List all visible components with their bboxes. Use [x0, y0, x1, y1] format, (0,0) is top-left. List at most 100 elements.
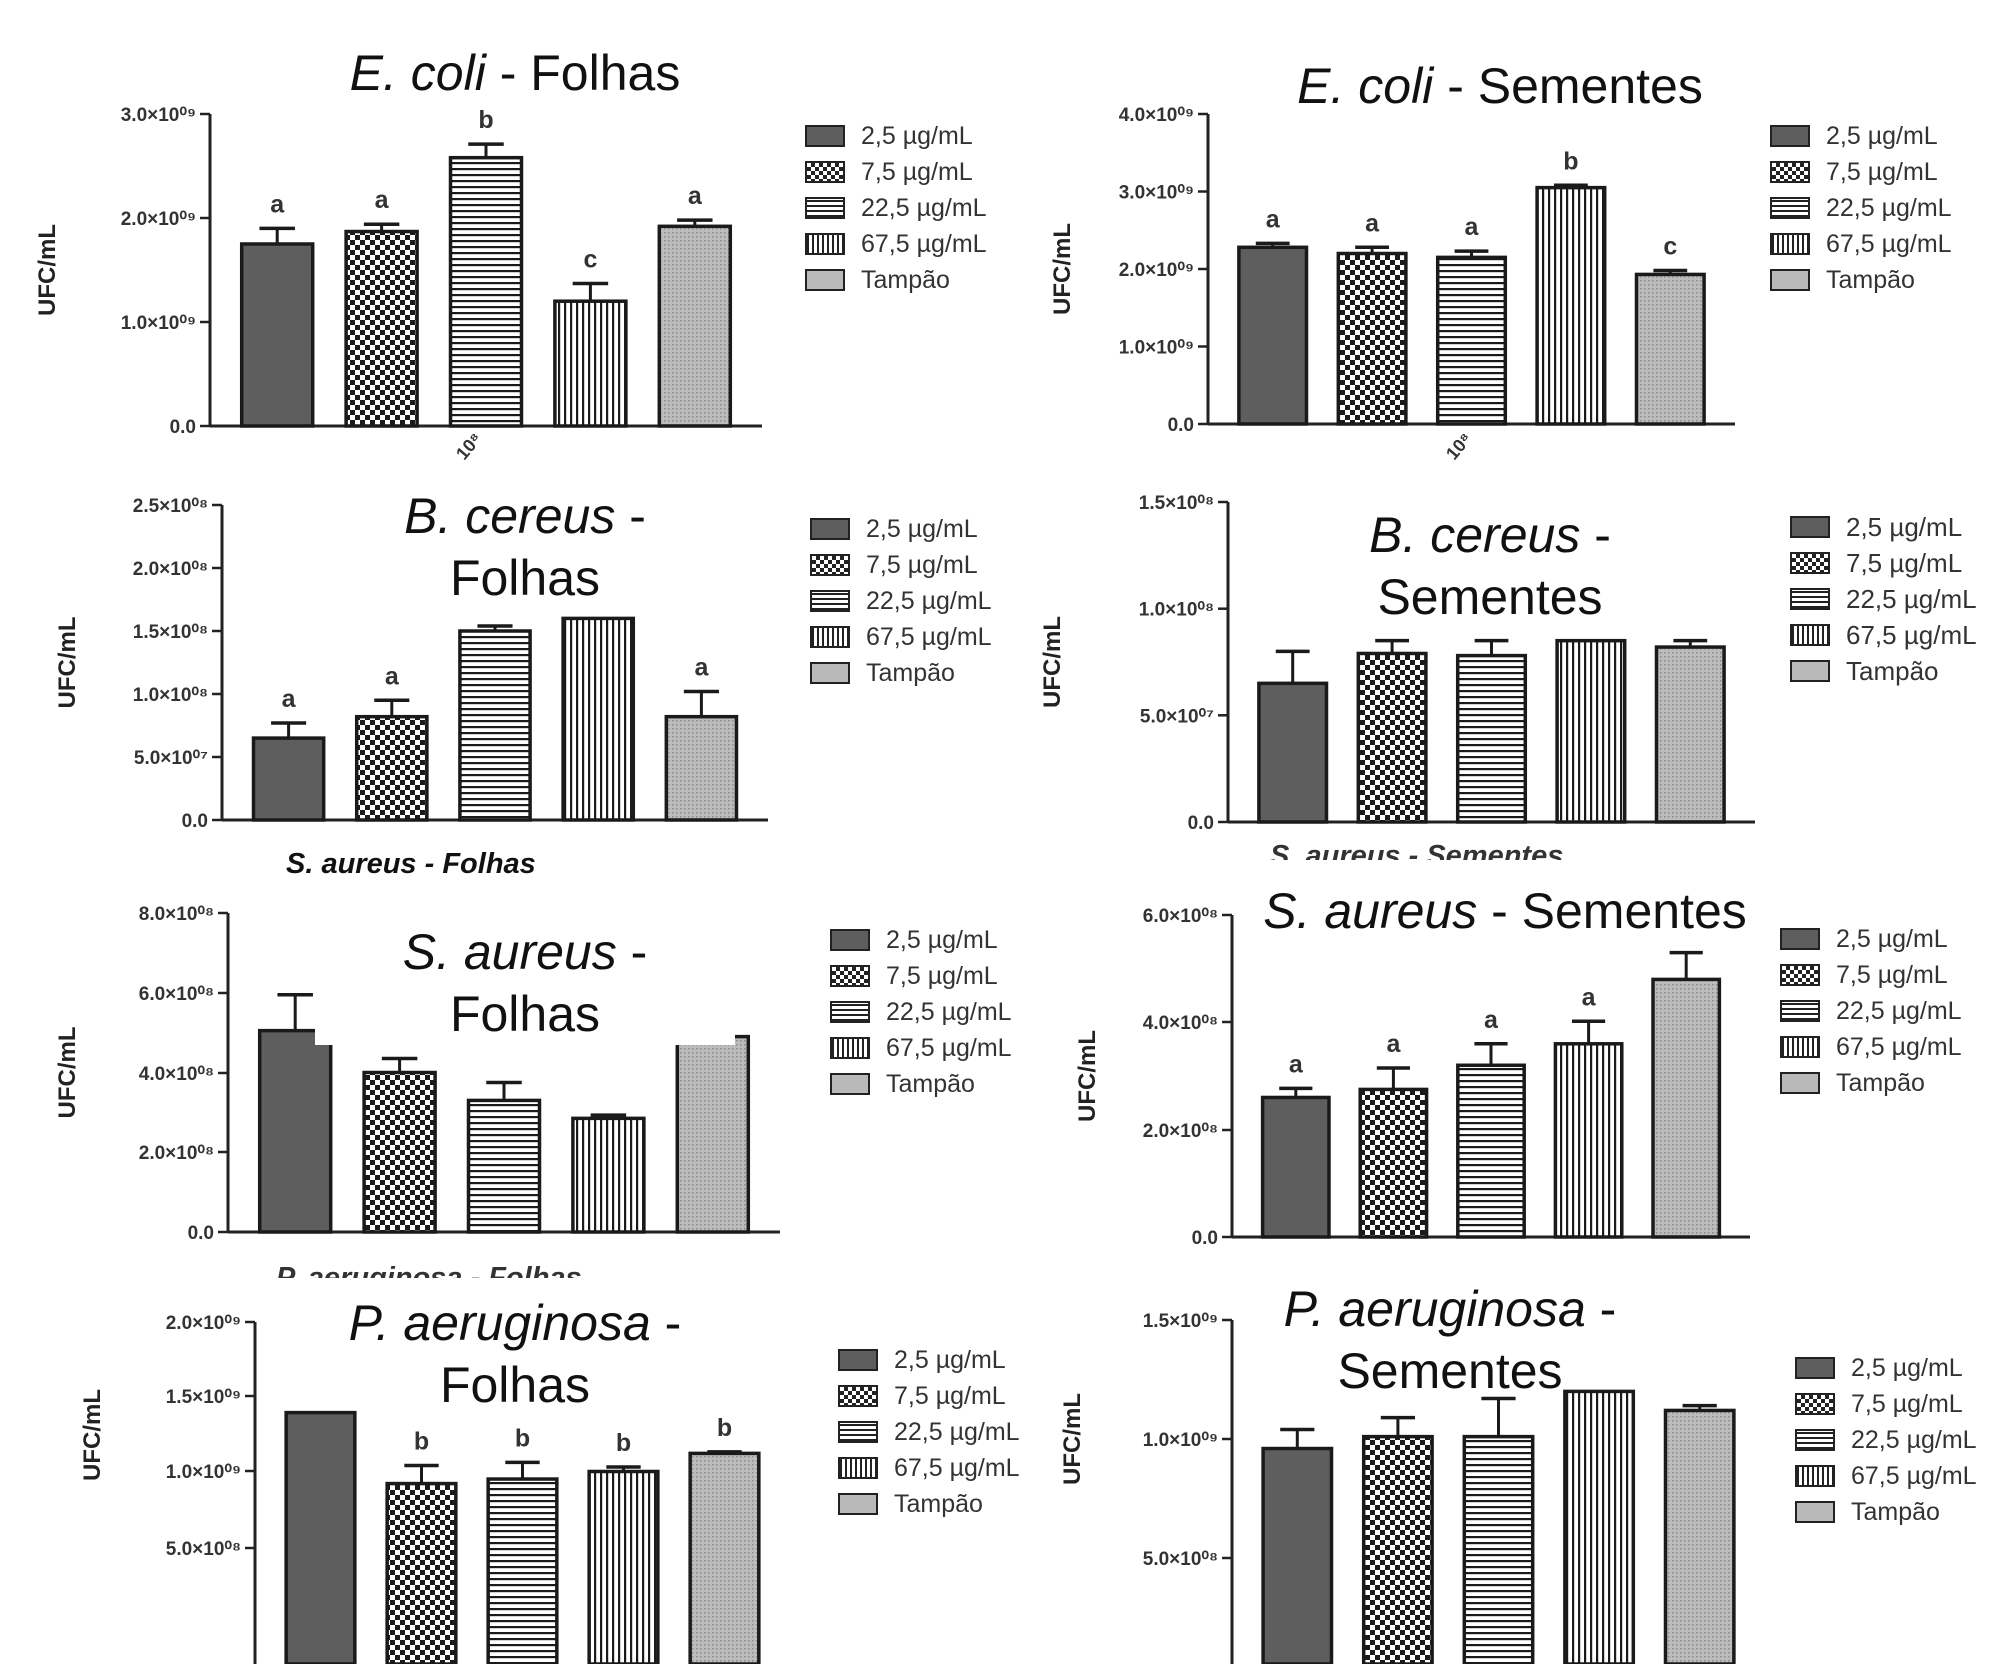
y-tick-label: 2.5×10⁰⁸ — [133, 496, 208, 517]
panel-subtitle: Folhas — [449, 550, 601, 606]
significance-letter: c — [583, 246, 597, 274]
legend-swatch — [1795, 1465, 1835, 1487]
bar-0 — [1237, 245, 1309, 426]
legend-swatch — [830, 1037, 870, 1059]
y-axis-label: UFC/mL — [34, 224, 61, 316]
panel-subtitle: Sementes — [1377, 569, 1603, 625]
species-name: E. coli — [1297, 58, 1434, 114]
legend-item: 7,5 µg/mL — [1795, 1386, 1977, 1422]
bar-0 — [251, 736, 326, 822]
bar-0 — [1257, 681, 1329, 824]
y-axis-label: UFC/mL — [1059, 1393, 1086, 1485]
y-tick-label: 5.0×10⁰⁸ — [1143, 1549, 1218, 1570]
significance-letter: b — [478, 106, 493, 134]
bar-1 — [385, 1481, 458, 1666]
species-name: B. cereus — [1369, 507, 1581, 563]
significance-letter: b — [414, 1427, 429, 1455]
legend-ecoli-sementes: 2,5 µg/mL 7,5 µg/mL 22,5 µg/mL 67,5 µg/m… — [1770, 118, 1952, 298]
legend-swatch — [830, 965, 870, 987]
species-name: S. aureus — [1263, 883, 1478, 939]
legend-item: 22,5 µg/mL — [838, 1414, 1020, 1450]
legend-label: 2,5 µg/mL — [866, 514, 978, 543]
legend-item: 2,5 µg/mL — [805, 118, 987, 154]
legend-label: 7,5 µg/mL — [1851, 1389, 1963, 1418]
legend-label: 2,5 µg/mL — [1836, 924, 1948, 953]
legend-swatch — [1780, 964, 1820, 986]
legend-label: Tampão — [1826, 265, 1915, 294]
y-tick-label: 6.0×10⁰⁸ — [139, 984, 214, 1005]
y-tick-label: 5.0×10⁰⁷ — [134, 748, 208, 769]
bar-0 — [1261, 1446, 1334, 1666]
bar-4 — [1634, 272, 1706, 426]
legend-item: 22,5 µg/mL — [1780, 993, 1962, 1029]
legend-item: 22,5 µg/mL — [1770, 190, 1952, 226]
legend-item: 67,5 µg/mL — [1770, 226, 1952, 262]
y-tick-label: 0.0 — [188, 1223, 214, 1244]
legend-label: 67,5 µg/mL — [866, 622, 992, 651]
bar-1 — [362, 1070, 437, 1234]
legend-swatch — [810, 518, 850, 540]
legend-label: 7,5 µg/mL — [1846, 547, 1963, 578]
chart-3: 0.0 5.0×10⁰⁷ 1.0×10⁰⁸ 1.5×10⁰⁸ UFC/mL — [1039, 493, 1755, 834]
legend-item: 2,5 µg/mL — [830, 922, 1012, 958]
panel-subtitle: Sementes — [1337, 1343, 1563, 1399]
legend-item: 2,5 µg/mL — [1795, 1350, 1977, 1386]
y-tick-label: 1.5×10⁰⁸ — [133, 622, 208, 643]
bar-3 — [561, 616, 636, 822]
y-axis-label: UFC/mL — [1074, 1030, 1101, 1122]
y-tick-label: 4.0×10⁰⁹ — [1119, 105, 1194, 126]
legend-swatch — [838, 1385, 878, 1407]
bar-2 — [448, 155, 524, 428]
legend-label: 2,5 µg/mL — [886, 925, 998, 954]
legend-label: 2,5 µg/mL — [861, 121, 973, 150]
chart-0: 0.0 1.0×10⁰⁹ 2.0×10⁰⁹ 3.0×10⁰⁹ UFC/mL a a b c a — [34, 105, 762, 438]
chart-4: 0.0 2.0×10⁰⁸ 4.0×10⁰⁸ 6.0×10⁰⁸ 8.0×10⁰⁸ UFC/m… — [54, 904, 780, 1244]
legend-swatch — [810, 554, 850, 576]
significance-letter: b — [717, 1414, 732, 1442]
species-name: P. aeruginosa — [348, 1295, 651, 1351]
legend-label: 2,5 µg/mL — [1826, 121, 1938, 150]
chart-6: 5.0×10⁰⁸ 1.0×10⁰⁹ 1.5×10⁰⁹ 2.0×10⁰⁹ UFC/mL b b… — [79, 1313, 761, 1666]
legend-swatch — [810, 662, 850, 684]
bar-4 — [1651, 977, 1722, 1239]
legend-item: Tampão — [1790, 653, 1977, 689]
legend-label: 22,5 µg/mL — [1826, 193, 1952, 222]
legend-label: 22,5 µg/mL — [866, 586, 992, 615]
significance-letter: b — [1563, 147, 1578, 175]
y-tick-label: 2.0×10⁰⁸ — [133, 559, 208, 580]
y-tick-label: 3.0×10⁰⁹ — [1119, 183, 1194, 204]
significance-letter: c — [1663, 233, 1677, 261]
y-axis-label: UFC/mL — [54, 617, 81, 709]
significance-letter: a — [375, 186, 390, 214]
y-axis-label: UFC/mL — [79, 1389, 106, 1481]
panel-subtitle: Folhas — [449, 986, 601, 1042]
legend-label: 7,5 µg/mL — [866, 550, 978, 579]
y-axis-label: UFC/mL — [1039, 616, 1066, 708]
panel-title-paeruginosa-folhas: P. aeruginosa - Folhas — [300, 1292, 730, 1416]
panel-title-ecoli-sementes: E. coli - Sementes — [1260, 55, 1740, 117]
bar-2 — [486, 1477, 559, 1666]
legend-item: Tampão — [805, 262, 987, 298]
y-tick-label: 2.0×10⁰⁸ — [139, 1143, 214, 1164]
legend-swatch — [805, 233, 845, 255]
bar-0 — [284, 1410, 357, 1666]
legend-swatch — [810, 626, 850, 648]
panel-suffix: - — [650, 1295, 682, 1351]
legend-label: 22,5 µg/mL — [1846, 583, 1977, 614]
bar-3 — [1563, 1389, 1636, 1666]
y-tick-label: 1.5×10⁰⁹ — [1143, 1311, 1218, 1332]
legend-item: 22,5 µg/mL — [1795, 1422, 1977, 1458]
bar-4 — [664, 714, 739, 822]
legend-swatch — [1770, 233, 1810, 255]
legend-label: 67,5 µg/mL — [1846, 619, 1977, 650]
legend-swatch — [1770, 197, 1810, 219]
chart-5: 0.0 2.0×10⁰⁸ 4.0×10⁰⁸ 6.0×10⁰⁸ UFC/mL a a a a — [1074, 906, 1750, 1249]
y-tick-label: 1.5×10⁰⁸ — [1139, 493, 1214, 514]
bar-2 — [1435, 255, 1508, 426]
bar-1 — [344, 229, 419, 428]
significance-letter: a — [282, 685, 297, 713]
bar-3 — [1535, 185, 1607, 426]
legend-item: 22,5 µg/mL — [1790, 581, 1977, 617]
bar-1 — [1361, 1434, 1434, 1666]
